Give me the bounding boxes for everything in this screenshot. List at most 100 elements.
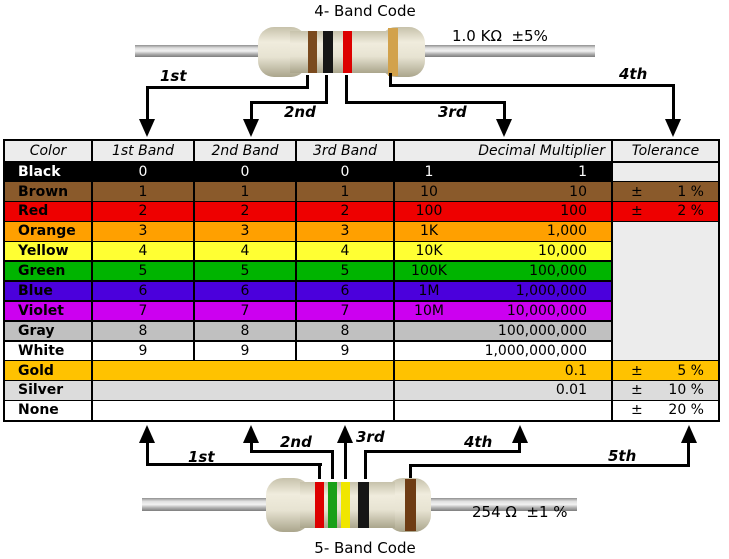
- band2-value-white: 9: [195, 341, 295, 360]
- header-2nd-band: 2nd Band: [195, 141, 295, 161]
- arrow-line: [389, 84, 675, 87]
- arrow-head-2nd: [243, 119, 259, 137]
- color-name-green: Green: [5, 261, 91, 281]
- arrow-head-3rd: [337, 425, 353, 443]
- arrow-line: [345, 101, 506, 104]
- band3-value-gray: 8: [297, 321, 393, 341]
- multiplier-full: 10: [569, 183, 587, 200]
- band3-value-black: 0: [297, 162, 393, 181]
- arrow-line: [345, 75, 348, 104]
- band1-value-green: 5: [93, 261, 193, 281]
- arrow-line: [146, 442, 149, 465]
- tolerance-value: 20 %: [668, 402, 704, 419]
- multiplier-full: 10,000: [538, 243, 587, 260]
- multiplier-short: 10K: [415, 243, 443, 260]
- arrow-line: [146, 86, 309, 89]
- band1-value-black: 0: [93, 162, 193, 181]
- arrow-line: [146, 463, 322, 466]
- multiplier-short: 1K: [419, 223, 439, 240]
- color-name-violet: Violet: [5, 301, 91, 321]
- bottom-arrow-label-2nd: 2nd: [280, 433, 312, 451]
- five-band-title: 5- Band Code: [314, 539, 416, 557]
- merged-band-cell-silver: [93, 381, 393, 400]
- arrow-head-5th: [681, 425, 697, 443]
- arrow-line: [250, 450, 334, 453]
- arrow-head-2nd: [243, 425, 259, 443]
- arrow-line: [364, 450, 367, 479]
- band3-value-brown: 1: [297, 182, 393, 201]
- band2-value-green: 5: [195, 261, 295, 281]
- color-name-gray: Gray: [5, 321, 91, 341]
- multiplier-gray: 100,000,000: [395, 321, 611, 341]
- four-band-resistor-image: [135, 27, 595, 77]
- color-name-yellow: Yellow: [5, 242, 91, 261]
- plus-minus-sign: ±: [631, 183, 643, 200]
- header-color: Color: [5, 141, 91, 161]
- band1-value-brown: 1: [93, 182, 193, 201]
- band-brown: [308, 31, 317, 73]
- band-red: [343, 31, 352, 73]
- multiplier-short: 1: [424, 163, 434, 180]
- arrow-line: [344, 442, 347, 479]
- multiplier-full: 1: [578, 163, 587, 180]
- bottom-arrow-label-3rd: 3rd: [356, 428, 385, 446]
- arrow-line: [409, 464, 412, 479]
- band3-value-violet: 7: [297, 301, 393, 321]
- multiplier-brown: 10 10: [395, 182, 611, 201]
- header-decimal-multiplier: Decimal Multiplier: [395, 141, 611, 161]
- multiplier-short: 10M: [414, 302, 444, 319]
- plus-minus-sign: ±: [631, 203, 643, 220]
- multiplier-full: 1,000: [546, 223, 587, 240]
- arrow-line: [687, 442, 690, 467]
- multiplier-red: 100 100: [395, 202, 611, 221]
- band1-value-white: 9: [93, 341, 193, 360]
- multiplier-orange: 1K 1,000: [395, 222, 611, 241]
- multiplier-short: 1M: [418, 283, 440, 300]
- top-arrow-label-1st: 1st: [160, 67, 187, 85]
- multiplier-gold: 0.1: [395, 361, 611, 380]
- arrow-head-4th: [665, 119, 681, 137]
- band2-value-black: 0: [195, 162, 295, 181]
- band-black: [358, 482, 369, 528]
- top-arrow-label-3rd: 3rd: [438, 103, 467, 121]
- bottom-arrow-label-5th: 5th: [608, 447, 637, 465]
- band3-value-blue: 6: [297, 281, 393, 301]
- arrow-line: [331, 450, 334, 479]
- band3-value-white: 9: [297, 341, 393, 360]
- tolerance-value: 2 %: [677, 203, 704, 220]
- color-code-table: Color 1st Band 2nd Band 3rd Band Decimal…: [3, 139, 720, 422]
- multiplier-short: 100K: [411, 263, 447, 280]
- tolerance-value: 5 %: [677, 362, 704, 379]
- color-name-orange: Orange: [5, 222, 91, 241]
- arrow-line: [364, 450, 521, 453]
- tolerance-brown: ±1 %: [613, 182, 718, 201]
- tolerance-empty-black: [613, 162, 718, 181]
- header-tolerance: Tolerance: [613, 141, 718, 161]
- multiplier-violet: 10M 10,000,000: [395, 301, 611, 321]
- band1-value-blue: 6: [93, 281, 193, 301]
- band-yellow: [341, 482, 350, 528]
- color-name-gold: Gold: [5, 361, 91, 380]
- color-name-white: White: [5, 341, 91, 360]
- plus-minus-sign: ±: [631, 362, 643, 379]
- tolerance-value: 1 %: [677, 183, 704, 200]
- color-name-red: Red: [5, 202, 91, 221]
- tolerance-silver: ±10 %: [613, 381, 718, 400]
- band1-value-red: 2: [93, 202, 193, 221]
- band2-value-brown: 1: [195, 182, 295, 201]
- band2-value-violet: 7: [195, 301, 295, 321]
- band2-value-gray: 8: [195, 321, 295, 341]
- band-gold: [388, 28, 398, 76]
- top-arrow-label-2nd: 2nd: [284, 103, 316, 121]
- arrow-line: [318, 463, 321, 479]
- multiplier-blue: 1M 1,000,000: [395, 281, 611, 301]
- bottom-arrow-label-4th: 4th: [464, 433, 493, 451]
- multiplier-full: 10,000,000: [506, 302, 587, 319]
- arrow-line: [389, 73, 392, 87]
- band-black: [323, 31, 333, 73]
- arrow-line: [250, 101, 253, 120]
- four-band-resistance-value: 1.0 KΩ ±5%: [452, 27, 548, 45]
- arrow-head-1st: [139, 119, 155, 137]
- plus-minus-sign: ±: [631, 402, 643, 419]
